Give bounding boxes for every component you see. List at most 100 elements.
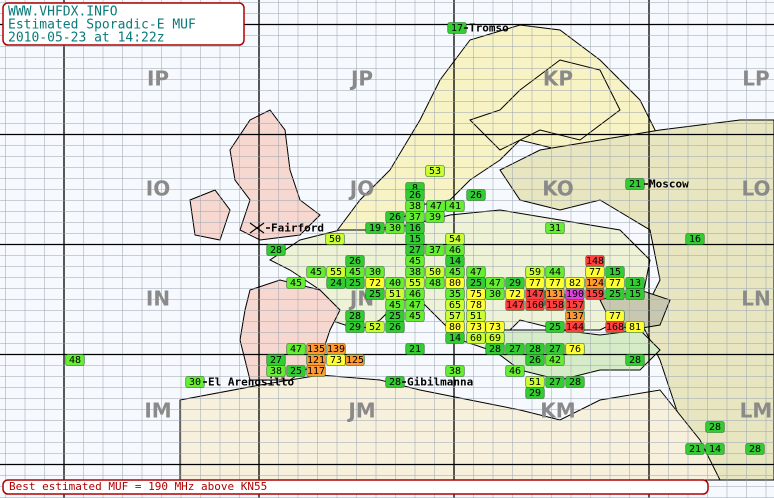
muf-value: 139 bbox=[327, 344, 345, 355]
muf-square bbox=[625, 354, 645, 366]
muf-value: 190 bbox=[566, 289, 584, 300]
station-label: Fairford bbox=[271, 222, 324, 235]
muf-square bbox=[466, 189, 486, 201]
muf-value: 31 bbox=[549, 223, 561, 234]
muf-square bbox=[306, 266, 326, 278]
muf-square bbox=[625, 288, 645, 300]
muf-square bbox=[425, 165, 445, 177]
muf-square bbox=[65, 354, 85, 366]
muf-value: 30 bbox=[189, 377, 201, 388]
muf-value: 27 bbox=[549, 344, 561, 355]
muf-square bbox=[425, 277, 445, 289]
muf-value: 41 bbox=[449, 201, 461, 212]
muf-value: 44 bbox=[549, 267, 561, 278]
muf-value: 28 bbox=[529, 344, 541, 355]
muf-square bbox=[385, 321, 405, 333]
muf-square bbox=[405, 310, 425, 322]
muf-square bbox=[345, 354, 365, 366]
muf-square bbox=[565, 376, 585, 388]
muf-value: 28 bbox=[569, 377, 581, 388]
muf-value: 27 bbox=[270, 355, 282, 366]
muf-value: 15 bbox=[609, 267, 621, 278]
muf-value: 45 bbox=[290, 278, 302, 289]
muf-square bbox=[286, 343, 306, 355]
muf-value: 47 bbox=[430, 201, 442, 212]
muf-value: 38 bbox=[409, 201, 421, 212]
muf-value: 46 bbox=[409, 289, 421, 300]
muf-value: 72 bbox=[509, 289, 521, 300]
muf-value: 121 bbox=[307, 355, 325, 366]
muf-square bbox=[705, 421, 725, 433]
header-site: WWW.VHFDX.INFO bbox=[8, 5, 118, 20]
muf-square bbox=[545, 299, 565, 311]
muf-value: 72 bbox=[369, 278, 381, 289]
muf-square bbox=[505, 299, 525, 311]
muf-value: 76 bbox=[569, 344, 581, 355]
locator-label: JP bbox=[349, 67, 373, 91]
muf-square bbox=[705, 443, 725, 455]
muf-square bbox=[485, 343, 505, 355]
muf-value: 65 bbox=[449, 300, 461, 311]
muf-value: 168 bbox=[606, 322, 624, 333]
footer-text: Best estimated MUF = 190 MHz above KN55 bbox=[9, 480, 267, 493]
muf-value: 48 bbox=[69, 355, 81, 366]
muf-value: 82 bbox=[569, 278, 581, 289]
muf-value: 25 bbox=[609, 289, 621, 300]
muf-value: 27 bbox=[509, 344, 521, 355]
station-label: Tromso bbox=[469, 22, 509, 35]
muf-value: 26 bbox=[349, 256, 361, 267]
muf-value: 69 bbox=[489, 333, 501, 344]
muf-square bbox=[286, 365, 306, 377]
muf-value: 147 bbox=[526, 289, 544, 300]
muf-value: 35 bbox=[449, 289, 461, 300]
muf-square bbox=[445, 200, 465, 212]
muf-value: 28 bbox=[270, 245, 282, 256]
station-marker bbox=[249, 222, 265, 234]
locator-label: IN bbox=[146, 287, 170, 311]
muf-value: 137 bbox=[566, 311, 584, 322]
muf-value: 157 bbox=[566, 300, 584, 311]
muf-value: 37 bbox=[429, 245, 441, 256]
muf-value: 28 bbox=[709, 422, 721, 433]
muf-square bbox=[545, 376, 565, 388]
muf-square bbox=[365, 321, 385, 333]
muf-value: 73 bbox=[489, 322, 501, 333]
muf-square bbox=[425, 244, 445, 256]
locator-label: KO bbox=[542, 177, 574, 201]
muf-value: 38 bbox=[409, 267, 421, 278]
muf-value: 159 bbox=[586, 289, 604, 300]
locator-label: JM bbox=[346, 399, 375, 423]
muf-value: 25 bbox=[369, 289, 381, 300]
locator-label: LN bbox=[741, 287, 770, 311]
muf-value: 47 bbox=[290, 344, 302, 355]
muf-value: 77 bbox=[549, 278, 561, 289]
muf-value: 16 bbox=[689, 234, 701, 245]
muf-value: 38 bbox=[270, 366, 282, 377]
locator-label: KP bbox=[543, 67, 573, 91]
muf-value: 42 bbox=[549, 355, 561, 366]
muf-value: 47 bbox=[409, 300, 421, 311]
station-label: El Arenosillo bbox=[208, 376, 294, 389]
muf-square bbox=[525, 354, 545, 366]
muf-square bbox=[605, 321, 625, 333]
locator-label: IO bbox=[146, 177, 170, 201]
muf-square bbox=[266, 365, 286, 377]
muf-square bbox=[625, 321, 645, 333]
muf-value: 73 bbox=[470, 322, 482, 333]
muf-value: 29 bbox=[529, 388, 541, 399]
muf-value: 45 bbox=[449, 267, 461, 278]
muf-value: 24 bbox=[330, 278, 342, 289]
muf-square bbox=[745, 443, 765, 455]
muf-square bbox=[485, 288, 505, 300]
muf-value: 55 bbox=[330, 267, 342, 278]
muf-value: 77 bbox=[529, 278, 541, 289]
muf-value: 73 bbox=[330, 355, 342, 366]
muf-value: 57 bbox=[449, 311, 461, 322]
muf-value: 39 bbox=[429, 212, 441, 223]
muf-square bbox=[286, 277, 306, 289]
muf-value: 158 bbox=[546, 300, 564, 311]
locator-label: JO bbox=[348, 177, 374, 201]
locator-label: LO bbox=[741, 177, 770, 201]
